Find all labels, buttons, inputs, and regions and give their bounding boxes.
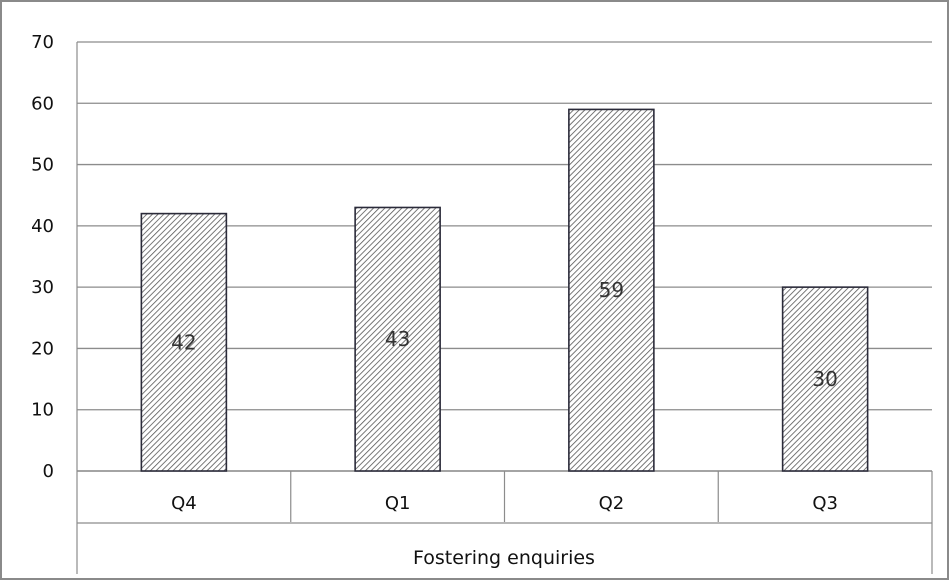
- x-tick-label: Q1: [385, 493, 411, 514]
- y-tick-label: 60: [31, 93, 54, 114]
- y-tick-label: 40: [31, 216, 54, 237]
- bar-q2: [568, 108, 655, 472]
- y-tick-label: 50: [31, 155, 54, 176]
- y-tick-label: 20: [31, 338, 54, 359]
- x-tick-label: Q4: [171, 493, 197, 514]
- y-tick-label: 10: [31, 400, 54, 421]
- data-label: 43: [385, 327, 410, 351]
- data-label: 42: [171, 330, 196, 354]
- bar-q4: [140, 212, 228, 472]
- y-tick-label: 70: [31, 32, 54, 53]
- data-label: 30: [812, 367, 837, 391]
- y-tick-label: 30: [31, 277, 54, 298]
- x-tick-label: Q3: [812, 493, 838, 514]
- y-tick-label: 0: [43, 461, 54, 482]
- data-label: 59: [599, 278, 624, 302]
- bar-q1: [354, 206, 441, 472]
- x-axis-title: Fostering enquiries: [413, 547, 595, 569]
- bar-q3: [781, 286, 869, 472]
- x-tick-label: Q2: [599, 493, 625, 514]
